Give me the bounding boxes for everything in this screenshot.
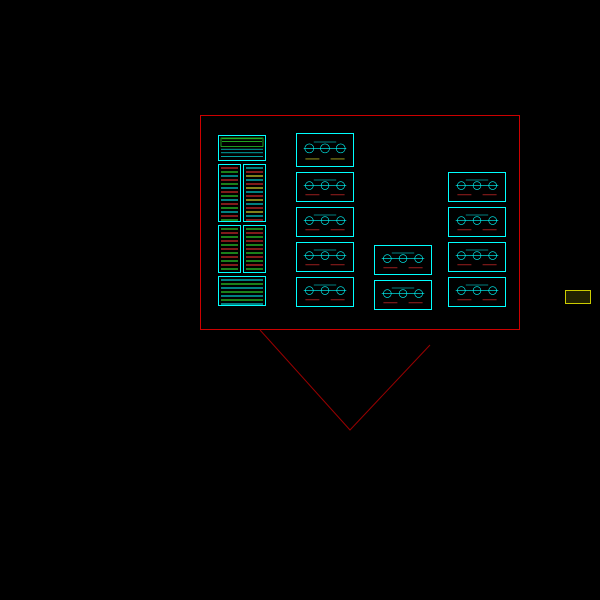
cad-model-space[interactable] (0, 0, 600, 600)
drawing-thumbnail[interactable] (296, 133, 354, 167)
layout-tag (565, 290, 591, 304)
drawing-thumbnail[interactable] (296, 207, 354, 237)
drawing-thumbnail[interactable] (243, 225, 266, 273)
drawing-thumbnail[interactable] (374, 280, 432, 310)
drawing-thumbnail[interactable] (296, 277, 354, 307)
drawing-thumbnail[interactable] (218, 164, 241, 222)
drawing-thumbnail[interactable] (448, 277, 506, 307)
drawing-thumbnail[interactable] (448, 242, 506, 272)
drawing-thumbnail[interactable] (448, 207, 506, 237)
drawing-thumbnail[interactable] (218, 225, 241, 273)
drawing-thumbnail[interactable] (296, 172, 354, 202)
drawing-thumbnail[interactable] (296, 242, 354, 272)
drawing-thumbnail[interactable] (448, 172, 506, 202)
drawing-thumbnail[interactable] (243, 164, 266, 222)
drawing-thumbnail[interactable] (218, 276, 266, 306)
drawing-thumbnail[interactable] (218, 135, 266, 161)
drawing-thumbnail[interactable] (374, 245, 432, 275)
